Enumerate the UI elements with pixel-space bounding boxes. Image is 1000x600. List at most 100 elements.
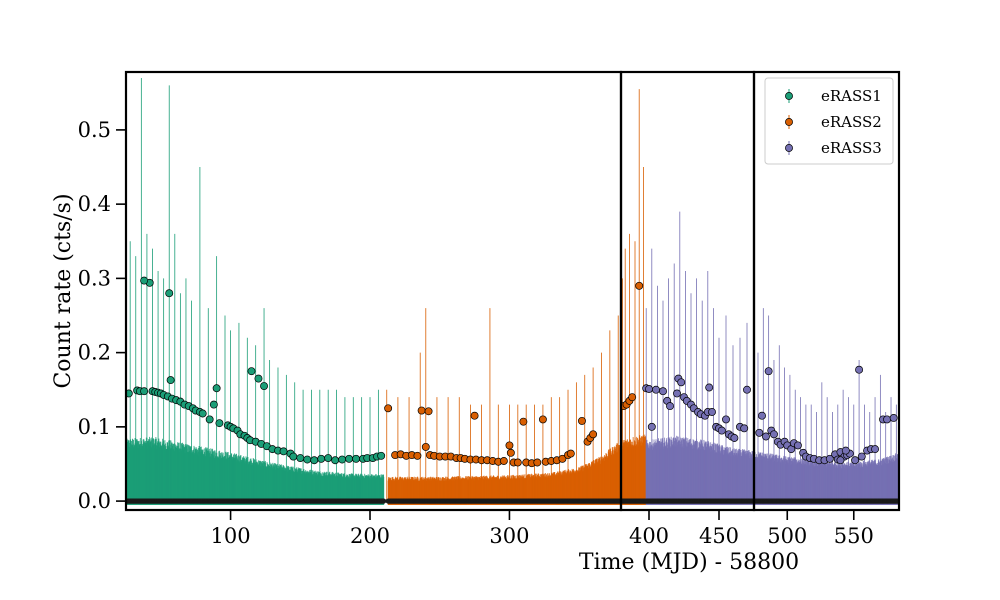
panel-frames [124,70,901,512]
eRASS1-data-point [296,454,305,462]
eRASS2-data-point [421,442,430,451]
axes: 0.0 0.1 0.2 0.3 0.4 0.5 100 200 300 400 450 500 550 [78,118,874,548]
eRASS3-data-point [677,378,686,387]
eRASS1-data-point [198,409,207,418]
eRASS1-data-point [254,374,263,383]
eRASS1-data-point [247,367,256,376]
eRASS2-data-point [628,393,637,402]
eRASS1-data-point [317,454,326,463]
eRASS1-data-point [377,451,386,460]
y-tick-label: 0.3 [78,266,111,290]
eRASS1-data-point [338,455,347,464]
panel-1 [126,77,621,505]
y-tick-label: 0.0 [78,489,111,513]
eRASS3-data-point [851,456,860,465]
legend-eRASS2-label: eRASS2 [821,113,882,131]
x-tick-label: 100 [211,524,251,548]
panel-3 [754,308,899,505]
eRASS3-data-point [770,430,778,439]
y-tick-label: 0.1 [78,415,111,439]
eRASS1-data-point [212,384,221,393]
legend-eRASS3-marker [785,144,793,152]
eRASS1-data-point [140,276,149,285]
eRASS1-data-point [165,289,174,298]
eRASS3-data-point [889,413,898,422]
eRASS3-data-point [762,432,770,441]
eRASS2-data-point [413,451,422,460]
y-tick-label: 0.4 [78,192,111,216]
eRASS1-data-point [279,447,288,456]
legend-eRASS1-marker [785,92,793,100]
eRASS3-data-point [836,456,845,465]
eRASS1-data-point [166,376,175,385]
eRASS2-data-point [424,407,433,416]
eRASS2-data-point [417,406,426,415]
eRASS3-data-point [841,446,850,455]
eRASS3-data-point [659,387,667,396]
eRASS3-data-point [647,422,656,431]
eRASS2-data-point [589,430,598,439]
eRASS2-data-point [635,281,644,290]
legend: eRASS1 eRASS2 eRASS3 [764,77,894,165]
eRASS2-data-point [519,417,528,426]
eRASS3-data-point [722,415,730,424]
y-tick-label: 0.5 [78,118,111,142]
eRASS1-data-point [310,456,319,465]
eRASS1-data-point [289,452,298,461]
eRASS3-data-point [883,415,891,424]
eRASS1-data-point [303,455,312,464]
eRASS1-data-point [215,419,224,428]
eRASS2-data-point [538,415,547,424]
eRASS3-data-point [743,385,751,394]
eRASS1-data-point [209,400,218,409]
eRASS3-data-point [764,367,773,376]
eRASS3-data-point [871,445,880,454]
eRASS3-data-point [652,385,660,394]
x-tick-label: 200 [350,524,390,548]
eRASS2-data-point [384,404,393,413]
y-axis-label: Count rate (cts/s) [51,193,76,388]
eRASS3-data-point [730,434,739,442]
x-tick-label: 550 [834,524,874,548]
panel-3-frame [752,70,901,512]
panel-2 [621,89,754,505]
eRASS1-data-point [324,454,333,462]
eRASS1-zero-point [381,498,387,504]
eRASS3-data-point [825,454,834,463]
legend-eRASS3-label: eRASS3 [821,139,882,157]
eRASS2-data-point [513,458,522,467]
eRASS3-data-point [705,383,714,392]
plot-panels [126,77,899,505]
eRASS1-data-point [352,454,361,463]
y-tick-label: 0.2 [78,341,111,365]
eRASS3-data-point [740,424,749,433]
eRASS1-data-point [260,382,268,390]
eRASS3-data-point [708,408,716,416]
eRASS3-data-point [755,428,764,437]
eRASS3-data-point [673,389,681,398]
x-axis-label: Time (MJD) - 58800 [579,550,799,575]
eRASS2-data-point [578,416,586,425]
legend-eRASS1-label: eRASS1 [821,87,882,105]
eRASS2-data-point [558,454,567,463]
eRASS2-data-point [499,457,508,465]
eRASS1-data-point [345,454,354,463]
eRASS3-data-point [666,402,674,411]
eRASS1-data-point [126,389,133,398]
eRASS1-data-point [140,387,149,396]
eRASS2-data-point [506,448,515,457]
eRASS1-data-point [331,456,340,465]
legend-eRASS2-marker [785,118,793,126]
eRASS2-data-point [470,411,479,420]
eRASS3-data-point [855,365,864,374]
x-tick-label: 500 [767,524,807,548]
eRASS3-data-point [717,426,726,435]
eRASS3-data-point [645,385,653,393]
eRASS2-data-point [533,458,542,467]
eRASS2-data-point [566,449,575,458]
eRASS1-data-point [205,415,214,424]
eRASS3-data-point [857,452,866,461]
x-tick-label: 300 [489,524,529,548]
x-tick-label: 400 [629,524,669,548]
